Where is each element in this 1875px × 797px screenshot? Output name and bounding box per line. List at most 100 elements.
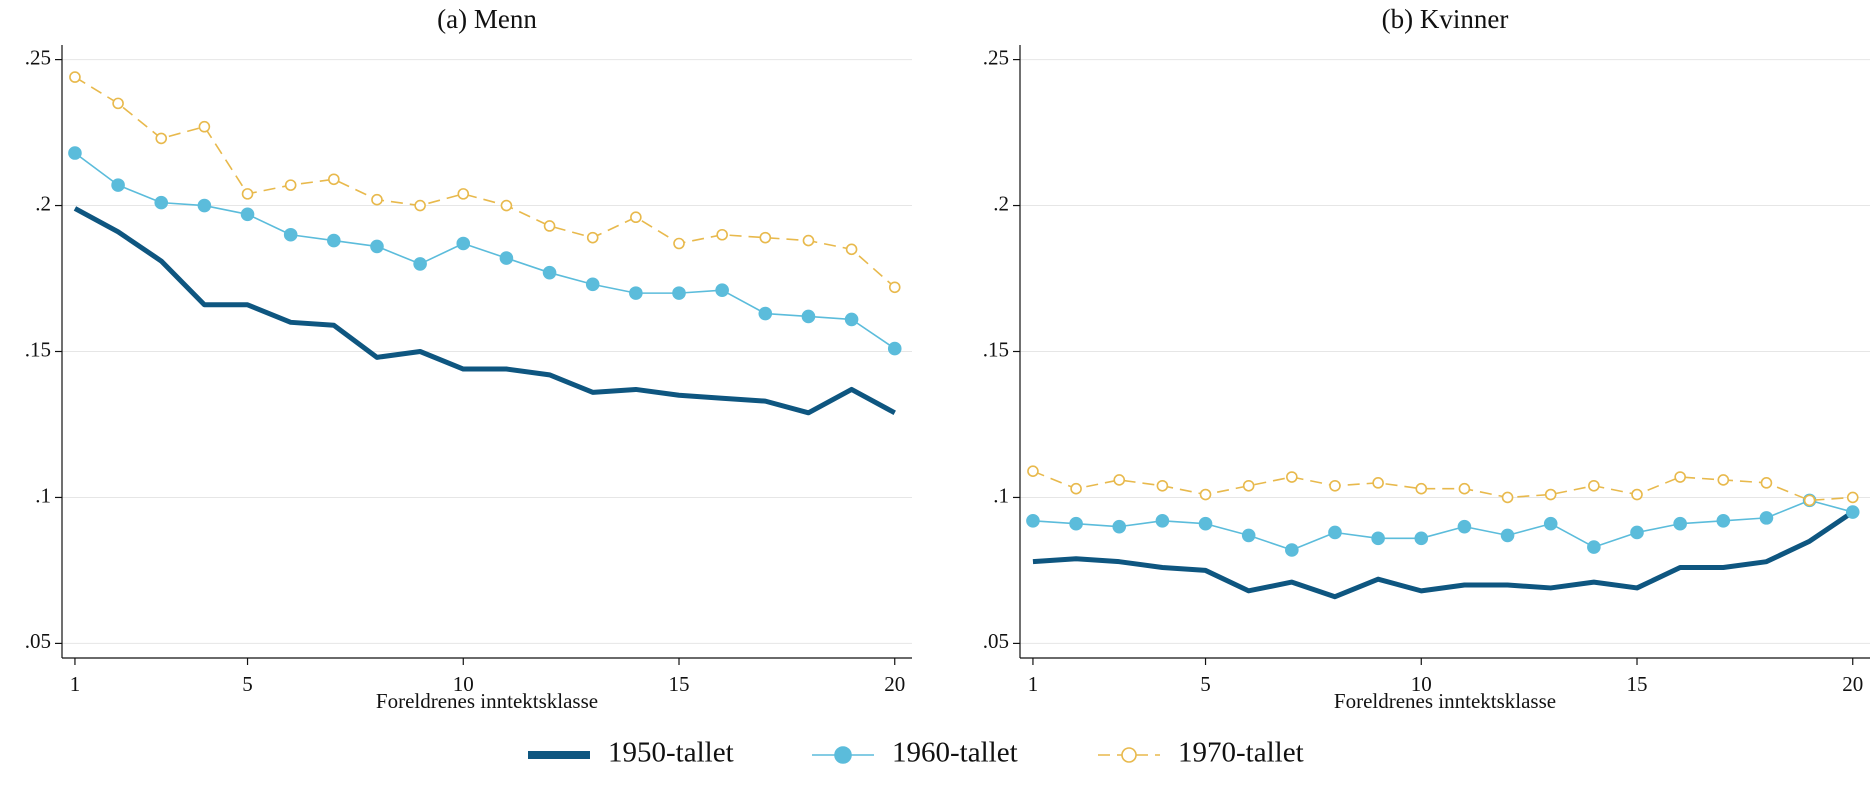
data-point	[1458, 482, 1471, 495]
data-point	[111, 178, 125, 192]
x-tick-label: 15	[669, 672, 690, 696]
data-point	[543, 220, 556, 232]
data-point	[112, 97, 124, 110]
series-line	[1032, 509, 1855, 600]
data-point	[457, 188, 470, 200]
data-point	[414, 199, 426, 212]
data-point	[1027, 465, 1039, 477]
data-point	[542, 265, 557, 280]
data-point	[629, 286, 643, 300]
data-point	[672, 286, 686, 300]
data-point	[241, 188, 254, 200]
data-point	[371, 193, 383, 206]
data-point	[801, 309, 816, 324]
data-point	[1371, 531, 1385, 546]
chart-title: (a) Menn	[437, 4, 537, 34]
data-point	[1328, 525, 1342, 540]
data-point	[1329, 479, 1341, 492]
data-point	[284, 179, 297, 191]
series-line	[1032, 470, 1853, 502]
y-tick-label: .05	[25, 629, 51, 653]
x-tick-label: 20	[1842, 672, 1863, 696]
x-tick-label: 20	[884, 672, 905, 696]
series-line	[74, 76, 896, 288]
legend-label: 1970-tallet	[1178, 737, 1304, 769]
x-tick-label: 1	[1028, 672, 1039, 696]
data-point	[1674, 471, 1686, 483]
data-point	[845, 243, 858, 256]
data-point	[585, 277, 600, 292]
data-point	[413, 257, 427, 271]
y-tick-label: .25	[983, 45, 1009, 69]
data-point	[1241, 528, 1256, 543]
data-point	[716, 228, 728, 241]
data-point	[68, 146, 82, 160]
y-tick-label: .15	[25, 337, 51, 361]
data-point	[1845, 505, 1860, 519]
data-point	[1717, 474, 1730, 486]
data-point	[1500, 528, 1515, 543]
data-point	[1113, 474, 1126, 486]
x-tick-label: 15	[1627, 672, 1648, 696]
data-point	[802, 234, 815, 247]
data-point	[673, 237, 685, 250]
data-point	[154, 195, 169, 210]
data-point	[1414, 531, 1429, 546]
data-point	[1631, 488, 1643, 501]
data-point	[888, 281, 901, 294]
y-tick-label: .1	[993, 483, 1009, 507]
series-line	[73, 206, 896, 416]
legend-marker	[834, 746, 852, 764]
data-point	[758, 306, 773, 321]
legend-label: 1960-tallet	[892, 737, 1018, 769]
data-point	[759, 231, 772, 244]
legend-label: 1950-tallet	[608, 737, 734, 769]
data-point	[715, 283, 729, 298]
data-point	[1588, 479, 1600, 492]
data-point	[1587, 540, 1601, 554]
data-point	[370, 239, 384, 254]
series-line	[1032, 499, 1853, 551]
data-point	[1069, 516, 1083, 531]
data-point	[1457, 519, 1472, 534]
data-point	[1716, 514, 1731, 528]
data-point	[1544, 488, 1557, 501]
x-axis-title: Foreldrenes inntektsklasse	[376, 689, 598, 713]
chart-title: (b) Kvinner	[1382, 4, 1509, 34]
data-point	[630, 211, 642, 224]
data-point	[1198, 516, 1213, 531]
legend-marker	[1121, 747, 1137, 763]
y-tick-label: .05	[983, 629, 1009, 653]
data-point	[1415, 482, 1428, 495]
data-point	[1156, 479, 1169, 492]
x-tick-label: 10	[453, 672, 474, 696]
x-tick-label: 10	[1411, 672, 1432, 696]
y-tick-label: .1	[35, 483, 51, 507]
y-tick-label: .15	[983, 337, 1009, 361]
data-point	[586, 231, 599, 244]
data-point	[1112, 519, 1127, 534]
series-line	[74, 152, 896, 350]
x-axis-title: Foreldrenes inntektsklasse	[1334, 689, 1556, 713]
data-point	[1760, 477, 1773, 489]
y-tick-label: .25	[25, 45, 51, 69]
data-point	[327, 233, 341, 248]
data-point	[1759, 511, 1774, 525]
data-point	[240, 207, 255, 222]
data-point	[1501, 491, 1514, 504]
data-point	[1372, 477, 1384, 489]
x-tick-label: 1	[70, 672, 81, 696]
data-point	[1155, 514, 1170, 528]
data-point	[283, 227, 298, 242]
data-point	[1199, 488, 1212, 501]
data-point	[887, 341, 902, 356]
data-point	[456, 236, 471, 251]
data-point	[500, 199, 513, 212]
y-tick-label: .2	[993, 191, 1009, 215]
data-point	[1285, 543, 1299, 557]
data-point	[1673, 516, 1687, 531]
y-tick-label: .2	[35, 191, 51, 215]
data-point	[155, 132, 168, 145]
data-point	[844, 312, 859, 327]
